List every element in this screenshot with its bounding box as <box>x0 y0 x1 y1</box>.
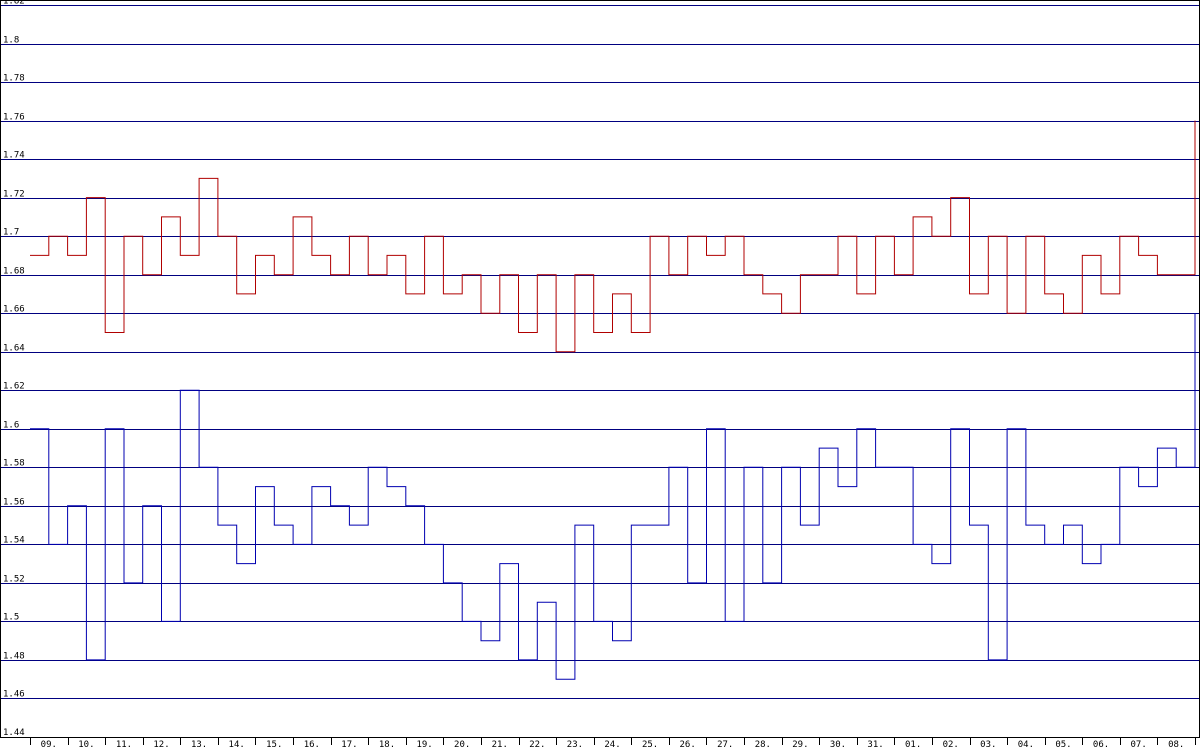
y-tick-label: 1.58 <box>3 459 25 469</box>
x-tick-label: 25. <box>642 740 658 750</box>
x-tick-label: 27. <box>717 740 733 750</box>
y-tick-label: 1.7 <box>3 228 19 238</box>
y-tick-label: 1.46 <box>3 690 25 700</box>
series-lines <box>30 120 1196 680</box>
y-tick-label: 1.5 <box>3 613 19 623</box>
series-line-upper <box>30 120 1196 353</box>
x-tick-label: 19. <box>416 740 432 750</box>
x-tick-label: 24. <box>604 740 620 750</box>
x-tick-label: 20. <box>454 740 470 750</box>
x-tick-label: 23. <box>567 740 583 750</box>
x-tick-labels: 09. 10. 11. 12. 13. 14. 15. 16. 17. 18. 19. 20. 21. 2… <box>30 737 1196 750</box>
y-tick-labels: 1.44 1.46 1.48 1.5 1.52 1.54 1.56 1.58 1.6 1.62 1.… <box>3 0 25 738</box>
x-tick-label: 22. <box>529 740 545 750</box>
y-tick-label: 1.52 <box>3 575 25 585</box>
y-tick-label: 1.6 <box>3 421 19 431</box>
y-tick-label: 1.82 <box>3 0 25 7</box>
y-tick-label: 1.62 <box>3 382 25 392</box>
x-tick-label: 28. <box>755 740 771 750</box>
x-tick-label: 10. <box>78 740 94 750</box>
x-tick-label: 07. <box>1130 740 1146 750</box>
x-tick-label: 14. <box>229 740 245 750</box>
y-tick-label: 1.8 <box>3 36 19 46</box>
y-tick-label: 1.74 <box>3 151 25 161</box>
x-tick-label: 12. <box>153 740 169 750</box>
x-tick-label: 21. <box>492 740 508 750</box>
x-tick-label: 17. <box>341 740 357 750</box>
y-tick-label: 1.56 <box>3 498 25 508</box>
y-tick-label: 1.64 <box>3 344 25 354</box>
y-tick-label: 1.76 <box>3 113 25 123</box>
x-tick-label: 13. <box>191 740 207 750</box>
x-tick-label: 08. <box>1168 740 1184 750</box>
x-tick-label: 16. <box>304 740 320 750</box>
y-tick-label: 1.78 <box>3 74 25 84</box>
x-tick-label: 03. <box>980 740 996 750</box>
y-tick-label: 1.66 <box>3 305 25 315</box>
y-tick-label: 1.44 <box>3 728 25 738</box>
series-line-lower <box>30 313 1196 680</box>
x-tick-label: 29. <box>792 740 808 750</box>
x-tick-label: 26. <box>680 740 696 750</box>
x-tick-label: 11. <box>116 740 132 750</box>
x-tick-label: 18. <box>379 740 395 750</box>
x-tick-label: 06. <box>1093 740 1109 750</box>
y-tick-label: 1.68 <box>3 267 25 277</box>
grid-lines <box>0 5 1200 738</box>
y-tick-label: 1.48 <box>3 652 25 662</box>
x-tick-label: 31. <box>867 740 883 750</box>
x-tick-label: 01. <box>905 740 921 750</box>
x-tick-label: 09. <box>41 740 57 750</box>
x-tick-label: 30. <box>830 740 846 750</box>
x-tick-label: 02. <box>943 740 959 750</box>
x-tick-label: 04. <box>1018 740 1034 750</box>
x-tick-label: 15. <box>266 740 282 750</box>
y-tick-label: 1.54 <box>3 536 25 546</box>
y-tick-label: 1.72 <box>3 190 25 200</box>
x-tick-label: 05. <box>1055 740 1071 750</box>
